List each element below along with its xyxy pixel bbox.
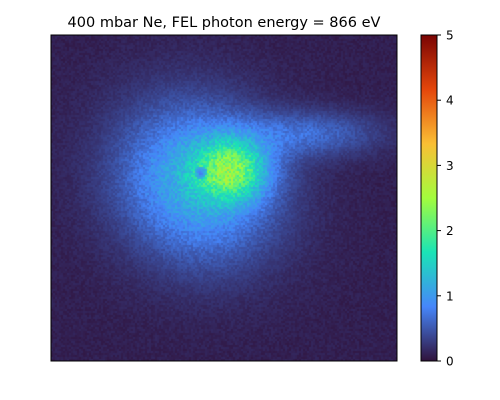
colorbar-ticks: 0 1 2 3 4 5 bbox=[437, 29, 454, 369]
heatmap-frame bbox=[50, 34, 398, 362]
colorbar-frame bbox=[420, 34, 438, 362]
chart-title: 400 mbar Ne, FEL photon energy = 866 eV bbox=[68, 15, 381, 31]
colorbar-tick-label: 5 bbox=[446, 29, 454, 43]
colorbar-gradient bbox=[421, 35, 437, 361]
colorbar-tick-label: 1 bbox=[446, 289, 454, 303]
colorbar: 0 1 2 3 4 5 bbox=[420, 29, 454, 369]
colorbar-tick-label: 2 bbox=[446, 224, 454, 238]
heatmap-panel bbox=[50, 34, 398, 362]
colorbar-tick-label: 4 bbox=[446, 94, 454, 108]
colorbar-tick-label: 3 bbox=[446, 159, 454, 173]
heatmap-image bbox=[51, 35, 397, 361]
heatmap-image-holder bbox=[51, 35, 397, 361]
colorbar-tick-label: 0 bbox=[446, 355, 454, 369]
